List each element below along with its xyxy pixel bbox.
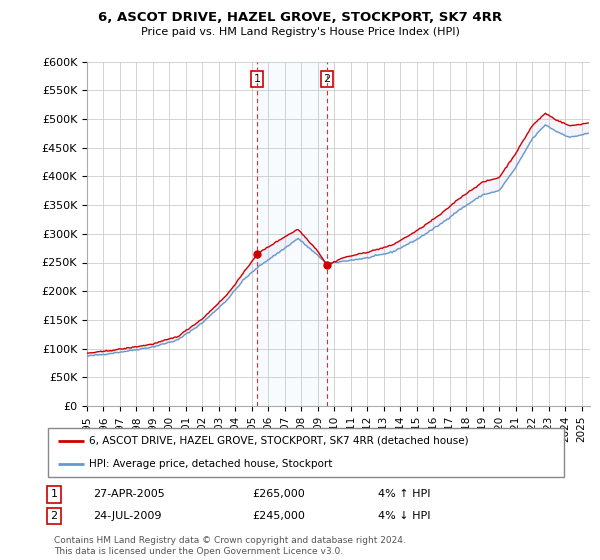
Text: 1: 1 [50,489,58,500]
Text: 6, ASCOT DRIVE, HAZEL GROVE, STOCKPORT, SK7 4RR: 6, ASCOT DRIVE, HAZEL GROVE, STOCKPORT, … [98,11,502,24]
Text: 4% ↓ HPI: 4% ↓ HPI [378,511,431,521]
FancyBboxPatch shape [48,428,564,477]
Text: 2: 2 [50,511,58,521]
Text: 2: 2 [323,74,331,84]
Text: 27-APR-2005: 27-APR-2005 [93,489,165,500]
Text: 6, ASCOT DRIVE, HAZEL GROVE, STOCKPORT, SK7 4RR (detached house): 6, ASCOT DRIVE, HAZEL GROVE, STOCKPORT, … [89,436,469,446]
Text: HPI: Average price, detached house, Stockport: HPI: Average price, detached house, Stoc… [89,459,332,469]
Bar [257,62,327,406]
Text: £265,000: £265,000 [252,489,305,500]
Text: 1: 1 [254,74,260,84]
Text: 4% ↑ HPI: 4% ↑ HPI [378,489,431,500]
Text: Contains HM Land Registry data © Crown copyright and database right 2024.
This d: Contains HM Land Registry data © Crown c… [54,536,406,556]
Text: £245,000: £245,000 [252,511,305,521]
Text: 24-JUL-2009: 24-JUL-2009 [93,511,161,521]
Text: Price paid vs. HM Land Registry's House Price Index (HPI): Price paid vs. HM Land Registry's House … [140,27,460,37]
